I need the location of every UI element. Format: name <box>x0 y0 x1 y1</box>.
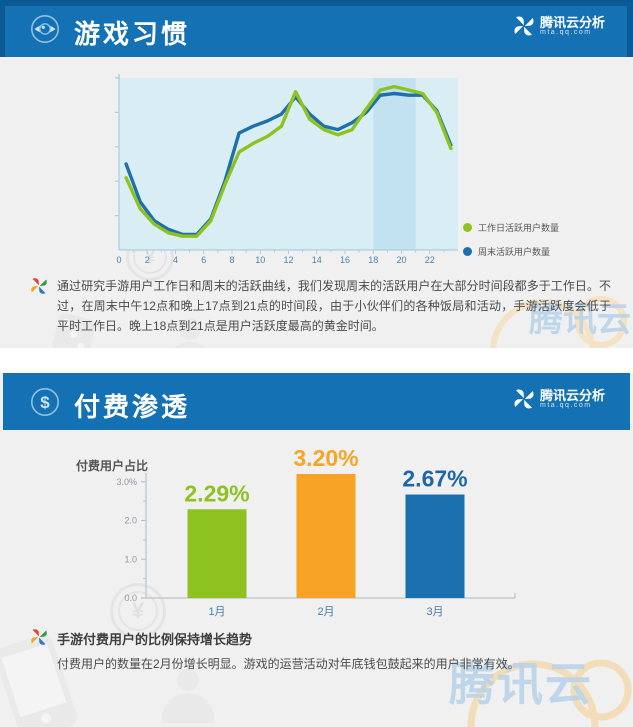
svg-text:2.29%: 2.29% <box>184 480 249 506</box>
tencent-cloud-watermark: 腾讯云 <box>433 618 633 727</box>
svg-text:8: 8 <box>229 255 234 265</box>
svg-text:3.0%: 3.0% <box>116 477 137 487</box>
svg-text:18: 18 <box>368 255 378 265</box>
person-silhouette-decoration <box>158 669 218 723</box>
svg-text:20: 20 <box>396 255 406 265</box>
svg-text:16: 16 <box>340 255 350 265</box>
section-game-habits: 游戏习惯 腾讯云分析 mta.qq.com ¥ <box>0 0 633 348</box>
legend-item-weekend: 周末活跃用户数量 <box>463 245 559 258</box>
header-bar <box>5 6 627 57</box>
svg-text:1.0: 1.0 <box>124 554 137 564</box>
person-silhouette-decoration <box>160 318 220 348</box>
weekend-dot-icon <box>463 247 472 256</box>
dollar-icon: $ <box>31 388 59 416</box>
svg-text:3月: 3月 <box>426 606 443 618</box>
svg-text:14: 14 <box>312 255 322 265</box>
svg-text:1月: 1月 <box>208 606 225 618</box>
section1-title: 游戏习惯 <box>74 19 191 49</box>
svg-text:0.0: 0.0 <box>124 593 137 603</box>
svg-text:$: $ <box>40 393 50 412</box>
svg-text:2.67%: 2.67% <box>402 466 467 492</box>
brand-text: 腾讯云分析 mta.qq.com <box>539 14 605 37</box>
section2-header: $ 付费渗透 腾讯云分析 mta.qq.com <box>0 373 633 430</box>
panel-gap <box>0 348 633 373</box>
activity-line-chart: 0 2 4 6 8 10 12 14 16 18 20 22 <box>100 60 633 270</box>
brand-logo: 腾讯云分析 mta.qq.com <box>513 15 605 37</box>
payment-bar-chart-svg: 0.0 1.0 2.0 3.0% 2.29% 1月 3.20% 2月 2.67% 3月 <box>116 445 516 618</box>
cloud-outline-icon <box>490 296 627 348</box>
svg-text:22: 22 <box>425 255 435 265</box>
payment-bar-chart: 0.0 1.0 2.0 3.0% 2.29% 1月 3.20% 2月 2.67% 3月 <box>60 445 620 625</box>
svg-text:3.20%: 3.20% <box>293 445 358 471</box>
svg-text:4: 4 <box>173 255 178 265</box>
svg-text:2月: 2月 <box>317 606 334 618</box>
eye-icon <box>31 15 59 43</box>
payment-trend-heading: 手游付费用户的比例保持增长趋势 <box>57 632 253 647</box>
section-payment-penetration: $ 付费渗透 腾讯云分析 mta.qq.com ¥ <box>0 373 633 727</box>
svg-text:2: 2 <box>145 255 150 265</box>
coin-decoration: ¥ <box>110 583 166 639</box>
brand-text: 腾讯云分析 mta.qq.com <box>539 387 605 410</box>
brand-name: 腾讯云分析 <box>539 387 605 403</box>
payment-analysis-text: 付费用户的数量在2月份增长明显。游戏的运营活动对年底钱包鼓起来的用户非常有效。 <box>57 657 520 671</box>
brand-name: 腾讯云分析 <box>539 14 605 30</box>
mta-pinwheel-icon <box>514 389 534 409</box>
svg-text:12: 12 <box>283 255 293 265</box>
svg-text:10: 10 <box>255 255 265 265</box>
section2-title: 付费渗透 <box>74 392 191 422</box>
cloud-outline-icon <box>467 659 632 727</box>
bar-axis-label: 付费用户占比 <box>76 459 149 473</box>
svg-text:2.0: 2.0 <box>124 516 137 526</box>
mta-color-pinwheel-icon <box>31 629 47 645</box>
svg-text:6: 6 <box>201 255 206 265</box>
habits-analysis-text: 通过研究手游用户工作日和周末的活跃曲线，我们发现周末的活跃用户在大部分时间段都多… <box>57 279 611 333</box>
chart-legend: 工作日活跃用户数量 周末活跃用户数量 <box>463 221 559 269</box>
activity-line-chart-svg: 0 2 4 6 8 10 12 14 16 18 20 22 <box>115 74 458 265</box>
mta-color-pinwheel-icon <box>31 278 47 294</box>
mta-pinwheel-icon <box>514 16 534 36</box>
watermark-text: 腾讯云 <box>529 301 631 339</box>
watermark-text: 腾讯云 <box>449 658 593 710</box>
tencent-cloud-watermark: 腾讯云 <box>443 270 633 348</box>
section1-header: 游戏习惯 腾讯云分析 mta.qq.com <box>0 0 633 57</box>
brand-logo: 腾讯云分析 mta.qq.com <box>513 388 605 410</box>
brand-domain: mta.qq.com <box>539 29 592 37</box>
legend-item-weekday: 工作日活跃用户数量 <box>463 221 559 234</box>
weekday-dot-icon <box>463 223 472 232</box>
svg-text:0: 0 <box>116 255 121 265</box>
brand-domain: mta.qq.com <box>539 402 592 410</box>
